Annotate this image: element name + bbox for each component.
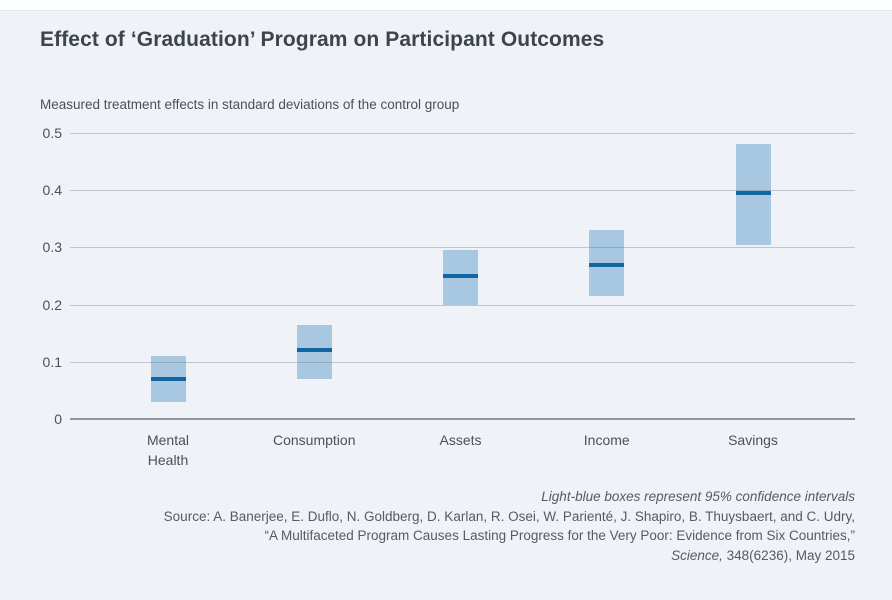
- chart-subtitle: Measured treatment effects in standard d…: [40, 97, 460, 112]
- citation-rest: 348(6236), May 2015: [722, 547, 855, 563]
- y-tick-label: 0: [54, 411, 62, 427]
- y-tick-label: 0.5: [42, 125, 62, 141]
- x-category-label: Assets: [391, 430, 531, 450]
- mean-line: [296, 348, 332, 353]
- x-category-label: Consumption: [244, 430, 384, 450]
- x-category-label-line: Mental: [146, 432, 190, 448]
- x-category-label-line: Health: [147, 452, 189, 468]
- x-category-label: Savings: [683, 430, 823, 450]
- gridline: [70, 361, 855, 363]
- citation-journal-line: Science, 348(6236), May 2015: [164, 546, 855, 566]
- y-tick-label: 0.4: [42, 182, 62, 199]
- x-category-label-line: Savings: [728, 432, 778, 448]
- ci-note: Light-blue boxes represent 95% confidenc…: [541, 489, 855, 504]
- x-category-label-line: Assets: [439, 432, 482, 448]
- chart-title: Effect of ‘Graduation’ Program on Partic…: [40, 28, 605, 51]
- y-tick-label: 0.3: [42, 239, 62, 256]
- mean-line: [735, 191, 771, 196]
- x-axis-line: [70, 418, 855, 420]
- y-tick-label: 0.1: [42, 353, 62, 370]
- mean-line: [150, 376, 186, 381]
- citation-title: “A Multifaceted Program Causes Lasting P…: [264, 528, 855, 543]
- mean-line: [589, 262, 625, 267]
- gridline: [70, 247, 855, 249]
- y-tick-label: 0.2: [42, 296, 62, 313]
- source-line: Source: A. Banerjee, E. Duflo, N. Goldbe…: [163, 508, 855, 524]
- x-category-label-line: Income: [583, 432, 630, 448]
- top-strip: [0, 0, 892, 11]
- x-category-label-line: Consumption: [273, 432, 356, 448]
- mean-line: [443, 274, 478, 278]
- gridline: [70, 190, 855, 192]
- x-category-label: Mental Health: [98, 430, 238, 470]
- footer: Light-blue boxes represent 95% confidenc…: [164, 487, 855, 565]
- x-category-label: Income: [537, 430, 677, 450]
- gridline: [70, 133, 855, 134]
- gridline: [70, 304, 855, 306]
- journal-name: Science,: [671, 547, 723, 563]
